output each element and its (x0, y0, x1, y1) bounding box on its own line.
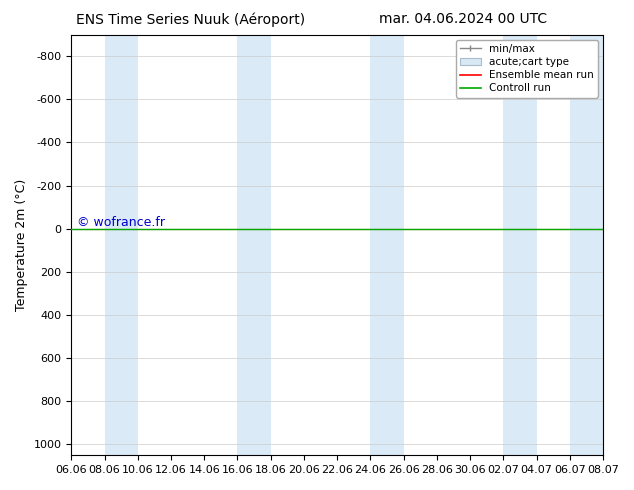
Legend: min/max, acute;cart type, Ensemble mean run, Controll run: min/max, acute;cart type, Ensemble mean … (456, 40, 598, 98)
Bar (105, 35, 138, 455)
Text: © wofrance.fr: © wofrance.fr (77, 216, 165, 229)
Bar (503, 35, 536, 455)
Bar (238, 35, 271, 455)
Bar (570, 35, 603, 455)
Bar (503, 35, 536, 455)
Bar (105, 35, 138, 455)
Text: ENS Time Series Nuuk (Aéroport): ENS Time Series Nuuk (Aéroport) (75, 12, 305, 27)
Bar (370, 35, 404, 455)
Bar (370, 35, 404, 455)
Text: mar. 04.06.2024 00 UTC: mar. 04.06.2024 00 UTC (378, 12, 547, 26)
Y-axis label: Temperature 2m (°C): Temperature 2m (°C) (15, 179, 28, 311)
Bar (238, 35, 271, 455)
